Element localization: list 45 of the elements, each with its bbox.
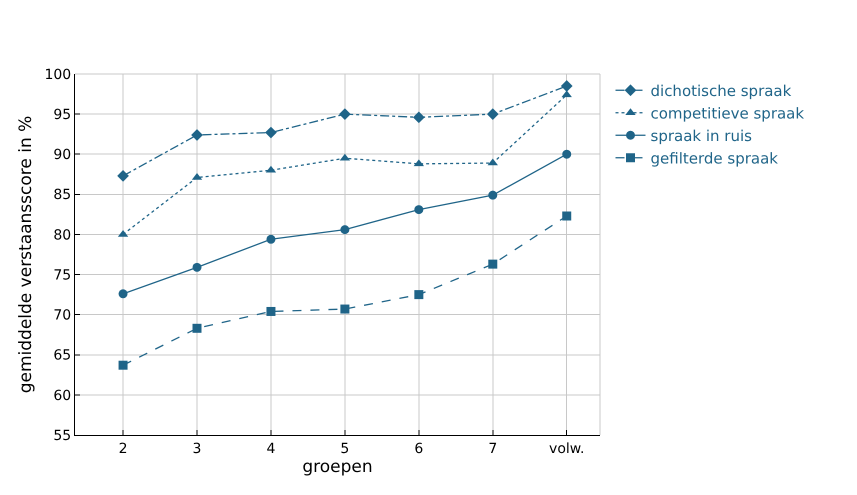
legend-label: competitieve spraak bbox=[650, 104, 804, 123]
point bbox=[266, 306, 276, 316]
y-tick-label: 90 bbox=[53, 147, 72, 164]
point bbox=[192, 324, 202, 333]
point bbox=[488, 190, 498, 200]
point bbox=[560, 80, 573, 92]
y-tick-label: 85 bbox=[53, 187, 72, 204]
point bbox=[486, 108, 499, 120]
legend-label: dichotische spraak bbox=[650, 82, 792, 100]
legend-label: gefilterde spraak bbox=[650, 150, 778, 168]
legend-label: spraak in ruis bbox=[650, 127, 752, 146]
point bbox=[339, 108, 351, 120]
y-tick-label: 95 bbox=[53, 107, 72, 124]
x-axis-title: groepen bbox=[302, 457, 373, 478]
y-tick-label: 70 bbox=[53, 308, 72, 324]
point bbox=[340, 225, 350, 234]
x-tick-label: 5 bbox=[340, 440, 350, 457]
x-tick-label: volw. bbox=[549, 440, 584, 457]
point bbox=[266, 234, 276, 244]
point bbox=[118, 360, 128, 370]
point bbox=[340, 304, 350, 314]
y-tick-label: 100 bbox=[44, 66, 72, 83]
point bbox=[191, 129, 203, 141]
y-tick-label: 75 bbox=[53, 267, 72, 284]
point bbox=[562, 90, 572, 98]
y-tick-label: 65 bbox=[53, 348, 72, 364]
x-tick-label: 2 bbox=[118, 440, 128, 457]
point bbox=[562, 211, 572, 220]
point bbox=[488, 260, 498, 269]
point bbox=[117, 170, 129, 182]
x-tick-label: 7 bbox=[488, 440, 498, 457]
point bbox=[562, 150, 572, 159]
point bbox=[192, 262, 202, 272]
y-tick-label: 55 bbox=[53, 428, 72, 444]
point bbox=[118, 289, 128, 298]
point bbox=[414, 290, 424, 300]
point bbox=[412, 111, 425, 124]
x-tick-label: 3 bbox=[192, 440, 202, 457]
y-tick-label: 60 bbox=[53, 388, 72, 404]
x-tick-label: 6 bbox=[414, 440, 424, 457]
y-axis-title: gemiddelde verstaansscore in % bbox=[16, 116, 36, 394]
point bbox=[414, 205, 424, 214]
x-tick-label: 4 bbox=[266, 440, 276, 457]
point bbox=[265, 126, 277, 138]
y-tick-label: 80 bbox=[53, 227, 72, 244]
